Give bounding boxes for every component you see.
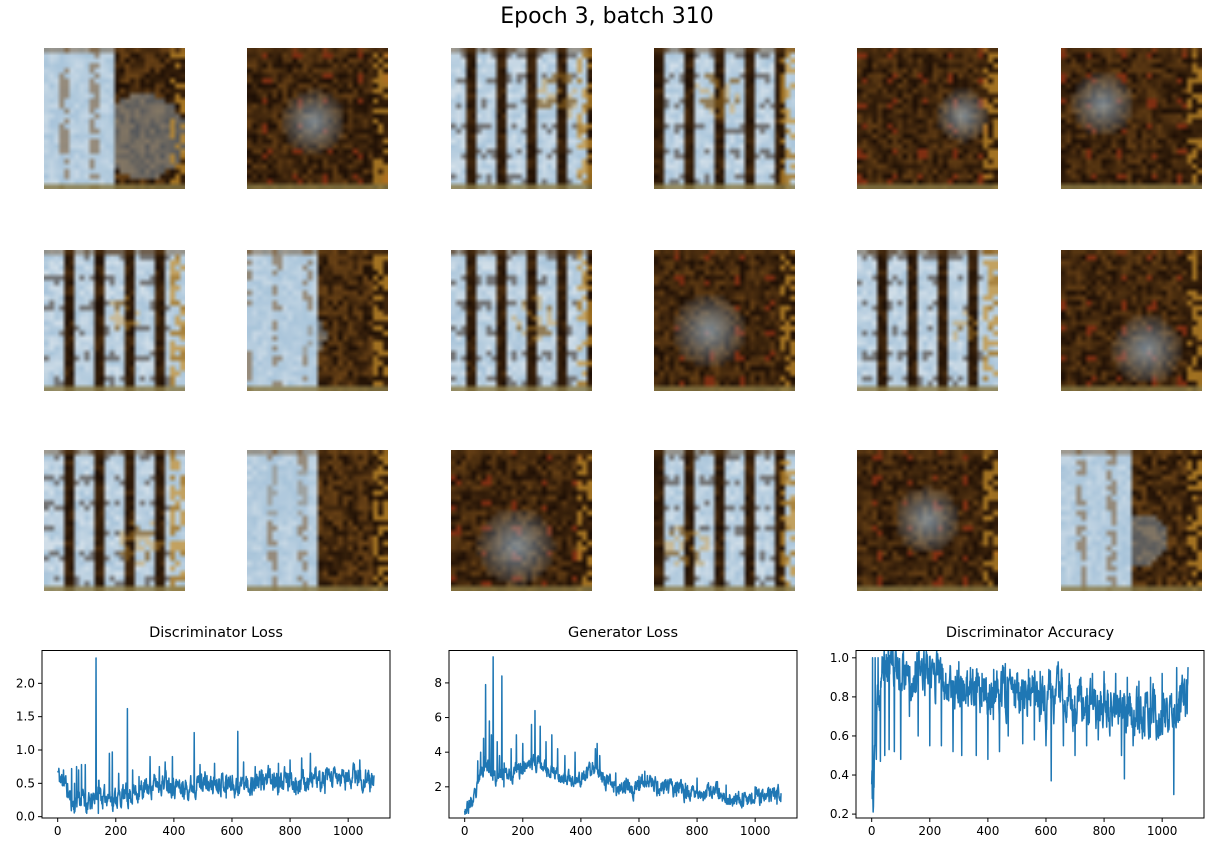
y-tick-label: 8 [434,676,442,690]
generated-sample-image [1061,250,1202,391]
y-tick-label: 6 [434,711,442,725]
generated-sample-image [654,250,795,391]
y-tick-label: 0.6 [830,729,849,743]
y-tick-label: 1.0 [16,743,35,757]
generated-sample-image [857,250,998,391]
x-tick-label: 600 [221,824,244,838]
chart-title: Generator Loss [567,625,679,641]
x-tick-label: 600 [628,824,651,838]
generated-sample-image [247,250,388,391]
x-tick-label: 800 [1093,824,1116,838]
x-tick-label: 200 [918,824,941,838]
axes-frame [855,650,1205,819]
x-tick-label: 1000 [333,824,364,838]
chart-title: Discriminator Loss [149,625,283,641]
x-tick-label: 400 [976,824,999,838]
series-line [57,657,375,815]
axes-frame [41,650,391,819]
x-tick-label: 200 [104,824,127,838]
y-tick-label: 0.8 [830,690,849,704]
y-tick-label: 0.5 [16,776,35,790]
generated-sample-image [451,48,592,189]
x-tick-label: 1000 [740,824,771,838]
x-tick-label: 800 [686,824,709,838]
generated-sample-image [857,48,998,189]
line-chart-2: 0 200 400 600 800 1000 0.2 0.4 0.6 0.8 1.0 [830,650,1205,838]
generated-sample-image [247,48,388,189]
y-tick-label: 1.5 [16,710,35,724]
generated-sample-image [1061,450,1202,591]
y-tick-label: 4 [434,745,442,759]
axes-frame [448,650,798,819]
y-tick-label: 1.0 [830,651,849,665]
x-tick-label: 0 [868,824,876,838]
generated-sample-image [44,48,185,189]
generated-sample-image [451,250,592,391]
x-tick-label: 0 [54,824,62,838]
line-chart-0: 0 200 400 600 800 1000 0.0 0.5 1.0 1.5 2.0 [16,650,391,838]
x-tick-label: 200 [511,824,534,838]
series-line [463,656,782,815]
x-tick-label: 400 [162,824,185,838]
chart-title: Discriminator Accuracy [945,625,1115,641]
line-chart-1: 0 200 400 600 800 1000 2 4 6 8 [434,650,798,838]
y-tick-label: 0.2 [830,807,849,821]
x-tick-label: 0 [461,824,469,838]
y-tick-label: 0.4 [830,768,849,782]
x-tick-label: 800 [279,824,302,838]
y-tick-label: 0.0 [16,810,35,824]
y-tick-label: 2.0 [16,676,35,690]
generated-sample-image [1061,48,1202,189]
series-line [870,650,1189,813]
generated-sample-image [44,450,185,591]
x-tick-label: 600 [1035,824,1058,838]
generated-sample-image [857,450,998,591]
generated-sample-image [654,48,795,189]
x-tick-label: 1000 [1147,824,1178,838]
generated-sample-image [247,450,388,591]
generated-sample-image [654,450,795,591]
generated-sample-image [44,250,185,391]
figure-suptitle: Epoch 3, batch 310 [500,4,714,29]
y-tick-label: 2 [434,780,442,794]
x-tick-label: 400 [569,824,592,838]
generated-sample-image [451,450,592,591]
